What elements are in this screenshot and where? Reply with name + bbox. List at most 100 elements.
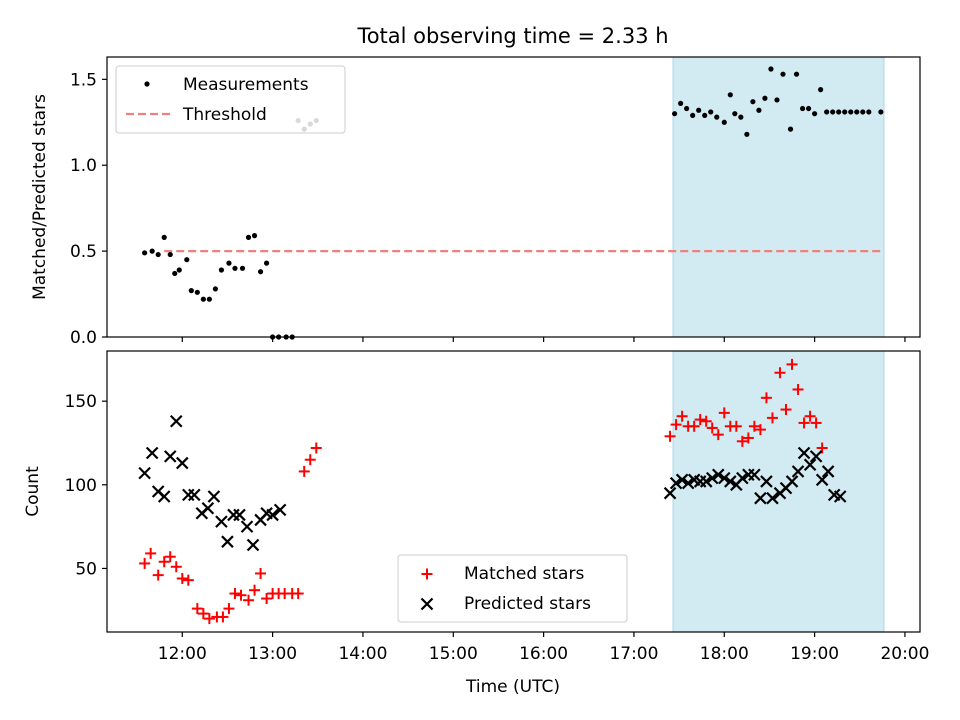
data-point — [805, 105, 812, 112]
legend-label: Predicted stars — [464, 594, 591, 614]
data-point — [748, 468, 761, 482]
data-point — [229, 588, 241, 600]
data-point — [854, 109, 860, 115]
y-tick-label: 1.5 — [70, 70, 97, 90]
data-point — [207, 490, 221, 503]
data-point — [155, 251, 161, 258]
data-point — [235, 589, 247, 601]
data-point — [866, 109, 872, 115]
data-point — [261, 593, 273, 605]
y-tick-label: 50 — [75, 559, 97, 579]
data-point — [809, 450, 823, 463]
data-point — [878, 109, 884, 115]
axes-frame — [106, 350, 921, 633]
data-point — [696, 107, 702, 113]
data-point — [310, 442, 322, 454]
data-point — [768, 66, 774, 72]
data-point — [694, 414, 706, 426]
data-point — [766, 491, 779, 505]
data-point — [848, 109, 854, 115]
data-point — [669, 476, 683, 490]
data-point — [742, 432, 754, 444]
legend-label: Matched stars — [464, 564, 584, 584]
data-point — [675, 473, 689, 487]
data-point — [748, 420, 760, 432]
data-point — [678, 100, 684, 106]
data-point — [240, 520, 254, 533]
data-point — [711, 468, 725, 482]
x-tick-label: 16:00 — [519, 644, 568, 664]
data-point — [163, 450, 177, 463]
data-point — [188, 488, 201, 502]
data-point — [736, 471, 749, 485]
x-tick-label: 17:00 — [609, 644, 658, 664]
data-point — [176, 572, 188, 584]
data-point — [718, 407, 730, 419]
data-point — [797, 446, 811, 460]
data-point — [818, 87, 824, 93]
data-point — [233, 508, 246, 522]
data-point — [754, 424, 766, 436]
shaded-interval — [672, 56, 885, 338]
data-point — [756, 107, 762, 113]
legend: Measurements Threshold — [115, 65, 346, 134]
data-point — [292, 588, 304, 600]
y-tick-label: 0.0 — [70, 328, 97, 348]
data-point — [791, 465, 805, 478]
data-point — [191, 603, 203, 615]
data-point — [830, 109, 836, 115]
data-point — [824, 109, 830, 115]
data-point — [717, 471, 731, 485]
data-point — [149, 248, 155, 254]
data-point — [188, 288, 194, 294]
data-point — [304, 454, 316, 466]
x-tick-label: 20:00 — [880, 644, 929, 664]
data-point — [201, 501, 215, 515]
data-point — [182, 574, 194, 586]
x-tick-label: 18:00 — [700, 644, 749, 664]
data-point — [263, 260, 270, 266]
data-point — [175, 456, 189, 470]
data-point — [157, 490, 171, 503]
top-panel: 0.0 0.5 1.0 1.5 Matched/Predicted stars Measu… — [30, 56, 921, 348]
data-point — [158, 556, 170, 568]
data-point — [810, 417, 822, 429]
y-tick-label: 0.5 — [70, 242, 97, 262]
data-point — [145, 547, 157, 559]
data-point — [774, 97, 780, 103]
data-point — [815, 473, 829, 487]
data-point — [688, 420, 700, 432]
data-point — [738, 114, 744, 120]
data-point — [714, 114, 720, 120]
data-point — [750, 99, 756, 105]
data-point — [664, 430, 676, 442]
bottom-panel: 50 100 150 12:00 13:00 14:00 15:00 16:00 17:00 18… — [23, 350, 929, 664]
y-axis-label: Count — [23, 466, 43, 517]
y-tick-label: 150 — [65, 392, 97, 412]
data-point — [706, 422, 718, 434]
data-point — [702, 112, 708, 119]
data-point — [774, 367, 786, 379]
data-point — [681, 476, 695, 490]
data-point — [670, 419, 682, 431]
data-point — [223, 603, 235, 615]
data-point — [184, 257, 190, 263]
data-point — [760, 392, 772, 404]
data-point — [176, 267, 182, 273]
data-point — [200, 296, 206, 302]
data-point — [787, 126, 794, 132]
data-point — [860, 109, 866, 115]
data-point — [812, 111, 818, 117]
data-point — [298, 465, 310, 477]
data-point — [684, 105, 690, 112]
y-tick-label: 100 — [65, 476, 97, 496]
data-point — [799, 105, 806, 112]
data-point — [273, 503, 287, 517]
data-point — [762, 95, 768, 101]
data-point — [754, 491, 767, 505]
data-point — [663, 486, 677, 500]
data-point — [721, 119, 727, 125]
data-point — [760, 475, 773, 488]
data-point — [232, 265, 238, 271]
